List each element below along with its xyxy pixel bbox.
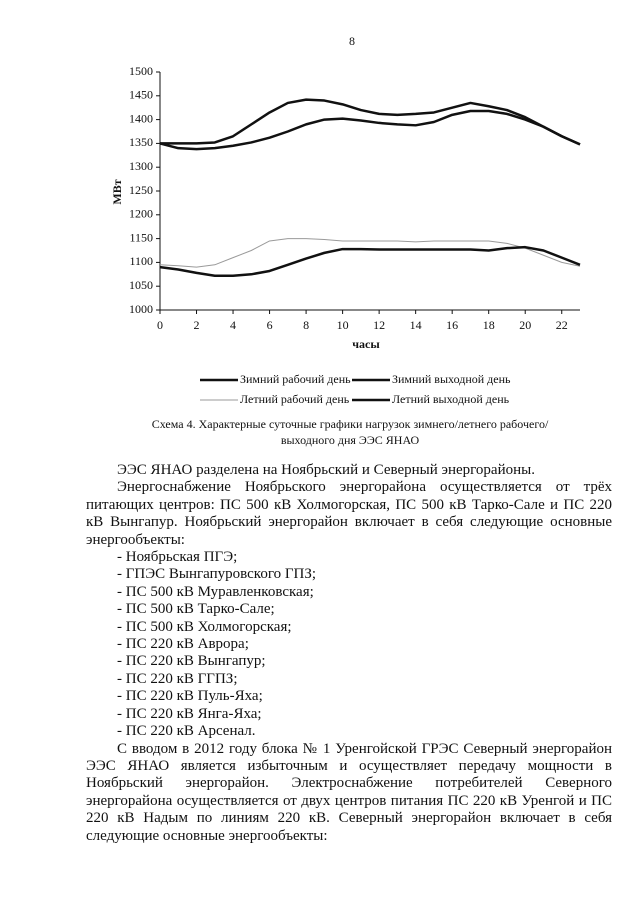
y-tick-label: 1200 xyxy=(129,207,153,221)
x-tick-label: 2 xyxy=(194,318,200,332)
x-tick-label: 4 xyxy=(230,318,236,332)
page-number: 8 xyxy=(349,34,355,48)
y-axis-label: МВт xyxy=(110,179,124,204)
y-tick-label: 1300 xyxy=(129,159,153,173)
legend-label: Летний рабочий день xyxy=(240,392,350,406)
x-tick-label: 22 xyxy=(556,318,568,332)
paragraph: ЭЭС ЯНАО разделена на Ноябрьский и Север… xyxy=(117,462,535,478)
list-item: - Ноябрьская ПГЭ; xyxy=(117,549,238,566)
list-item: - ПС 500 кВ Муравленковская; xyxy=(117,583,314,600)
x-axis-label: часы xyxy=(352,337,380,351)
chart: 8 часы МВт Схема 4. Характерные суточные… xyxy=(110,34,581,447)
list-item: - ПС 220 кВ Вынгапур; xyxy=(117,653,266,670)
y-tick-label: 1400 xyxy=(129,111,153,125)
list-item: - ПС 500 кВ Тарко-Сале; xyxy=(117,601,275,618)
y-tick-label: 1150 xyxy=(129,230,153,244)
y-tick-label: 1250 xyxy=(129,183,153,197)
list-item: - ПС 220 кВ Аврора; xyxy=(117,636,249,653)
series-line xyxy=(159,109,581,151)
x-tick-label: 16 xyxy=(446,318,458,332)
y-tick-label: 1450 xyxy=(129,88,153,102)
y-tick-label: 1500 xyxy=(129,64,153,78)
list-item: - ПС 220 кВ Янга-Яха; xyxy=(117,705,262,722)
list-item: - ПС 500 кВ Холмогорская; xyxy=(117,618,292,635)
y-tick-label: 1000 xyxy=(129,302,153,316)
x-tick-label: 8 xyxy=(303,318,309,332)
list-item: - ПС 220 кВ Арсенал. xyxy=(117,723,256,740)
series-line xyxy=(159,238,581,268)
y-tick-label: 1050 xyxy=(129,278,153,292)
x-tick-label: 14 xyxy=(410,318,422,332)
x-tick-label: 18 xyxy=(483,318,495,332)
paragraph: Энергоснабжение Ноябрьского энергорайона… xyxy=(86,479,612,548)
legend-label: Летний выходной день xyxy=(392,392,510,406)
paragraph: С вводом в 2012 году блока № 1 Уренгойск… xyxy=(86,740,612,844)
caption-line: Схема 4. Характерные суточные графики на… xyxy=(152,417,549,431)
list-item: - ПС 220 кВ Пуль-Яха; xyxy=(117,688,263,705)
x-tick-label: 10 xyxy=(337,318,349,332)
series-line xyxy=(159,245,581,277)
list-item: - ПС 220 кВ ГГПЗ; xyxy=(117,670,238,687)
legend-label: Зимний выходной день xyxy=(392,372,511,386)
y-tick-label: 1100 xyxy=(129,254,153,268)
body-text: ЭЭС ЯНАО разделена на Ноябрьский и Север… xyxy=(86,462,612,845)
x-tick-label: 20 xyxy=(519,318,531,332)
caption-line: выходного дня ЭЭС ЯНАО xyxy=(281,433,420,447)
x-tick-label: 6 xyxy=(267,318,273,332)
list-item: - ГПЭС Вынгапуровского ГПЗ; xyxy=(117,566,317,583)
series-line xyxy=(160,98,581,146)
y-tick-label: 1350 xyxy=(129,135,153,149)
x-tick-label: 12 xyxy=(373,318,385,332)
x-tick-label: 0 xyxy=(157,318,163,332)
legend-label: Зимний рабочий день xyxy=(240,372,351,386)
